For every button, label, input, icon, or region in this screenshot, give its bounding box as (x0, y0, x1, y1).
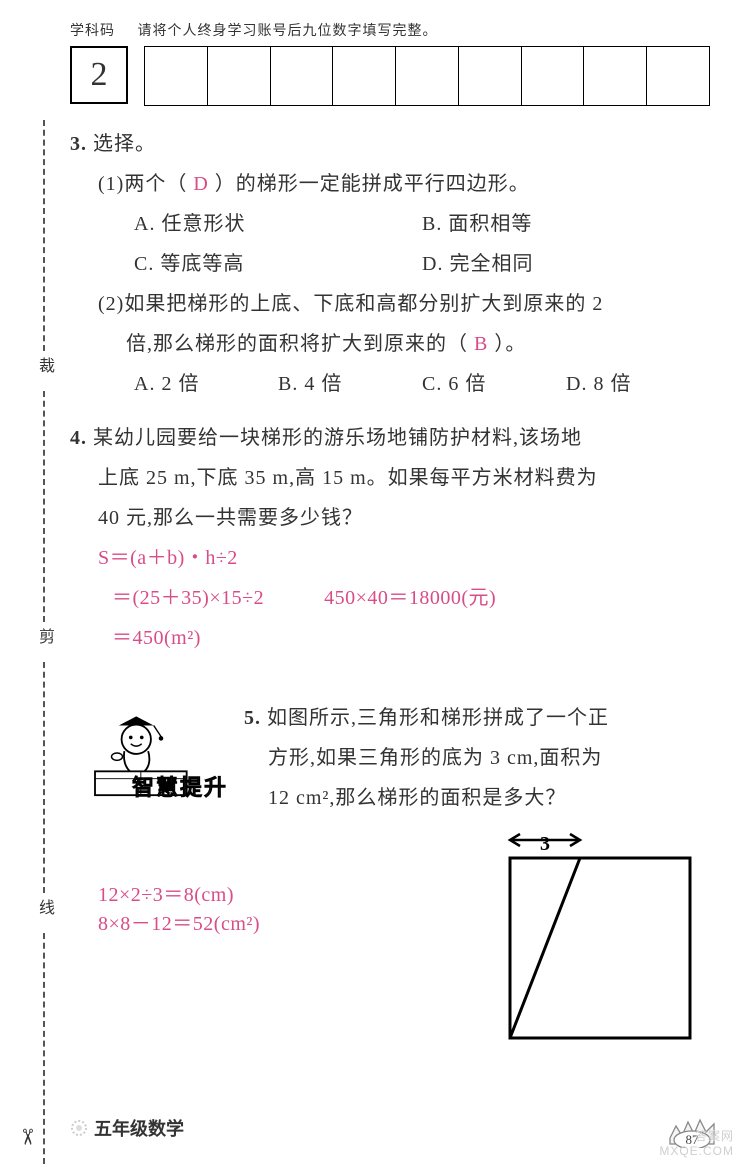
id-cell[interactable] (271, 47, 334, 105)
subject-code-label: 学科码 (70, 24, 115, 39)
q5-w1: 12×2÷3＝8(cm) (98, 878, 460, 907)
option-b: B. 面积相等 (422, 204, 710, 244)
id-cell[interactable] (333, 47, 396, 105)
subject-code-box: 2 (70, 46, 128, 104)
header-instruction: 请将个人终身学习账号后九位数字填写完整。 (138, 24, 438, 39)
footer: 五年级数学 87 (70, 1108, 720, 1148)
q3s1-suffix: ）的梯形一定能拼成平行四边形。 (215, 173, 530, 195)
option-c: C. 等底等高 (134, 244, 422, 284)
id-cell[interactable] (584, 47, 647, 105)
q4-w3: ＝450(m²) (98, 618, 710, 658)
q5-line2: 方形,如果三角形的底为 3 cm,面积为 (244, 738, 710, 778)
option-a: A. 任意形状 (134, 204, 422, 244)
question-4: 4. 某幼儿园要给一块梯形的游乐场地铺防护材料,该场地 上底 25 m,下底 3… (70, 418, 710, 658)
dot-icon (70, 1119, 88, 1137)
q5-line3: 12 cm²,那么梯形的面积是多大？ (244, 778, 710, 818)
footer-grade-text: 五年级数学 (94, 1115, 184, 1141)
q4-number: 4. (70, 427, 87, 449)
footer-grade: 五年级数学 (70, 1115, 184, 1141)
wisdom-label: 智慧提升 (132, 770, 228, 802)
id-boxes[interactable] (144, 46, 710, 106)
q3s1-prefix: (1)两个（ (98, 173, 187, 195)
id-cell[interactable] (145, 47, 208, 105)
id-cell[interactable] (459, 47, 522, 105)
id-cell[interactable] (522, 47, 585, 105)
id-cell[interactable] (647, 47, 709, 105)
q5-w2: 8×8－12＝52(cm²) (98, 907, 460, 936)
q3-title: 选择。 (93, 133, 156, 155)
fig-label-3: 3 (540, 833, 550, 855)
q5-work: 12×2÷3＝8(cm) 8×8－12＝52(cm²) (70, 828, 460, 1074)
option-d: D. 8 倍 (566, 364, 710, 404)
q4-work: S＝(a＋b)・h÷2 ＝(25＋35)×15÷2 450×40＝18000(元… (70, 538, 710, 658)
q4-line1: 某幼儿园要给一块梯形的游乐场地铺防护材料,该场地 (93, 427, 582, 449)
q3s1-answer: D (193, 173, 208, 195)
q4-line2: 上底 25 m,下底 35 m,高 15 m。如果每平方米材料费为 (70, 458, 710, 498)
q5-bottom: 12×2÷3＝8(cm) 8×8－12＝52(cm²) 3 (70, 828, 710, 1074)
q3s2-line2-suffix: ）。 (494, 333, 526, 355)
question-3: 3. 选择。 (1)两个（ D ）的梯形一定能拼成平行四边形。 A. 任意形状 … (70, 124, 710, 404)
q3-sub2: (2)如果把梯形的上底、下底和高都分别扩大到原来的 2 倍,那么梯形的面积将扩大… (70, 284, 710, 364)
q3s1-options: A. 任意形状 B. 面积相等 C. 等底等高 D. 完全相同 (70, 204, 710, 284)
q4-w1: S＝(a＋b)・h÷2 (98, 538, 710, 578)
option-d: D. 完全相同 (422, 244, 710, 284)
id-cell[interactable] (396, 47, 459, 105)
code-boxes-row: 2 (70, 46, 710, 106)
q4-line3: 40 元,那么一共需要多少钱？ (70, 498, 710, 538)
q4-w2b: 450×40＝18000(元) (324, 578, 496, 618)
q5-line1: 如图所示,三角形和梯形拼成了一个正 (267, 707, 609, 729)
header-row: 学科码 请将个人终身学习账号后九位数字填写完整。 (70, 20, 710, 40)
option-c: C. 6 倍 (422, 364, 566, 404)
q3s2-answer: B (474, 333, 488, 355)
watermark-line1: 答案网 (659, 1129, 734, 1143)
q3-sub1: (1)两个（ D ）的梯形一定能拼成平行四边形。 (70, 164, 710, 204)
option-a: A. 2 倍 (134, 364, 278, 404)
q3s2-line1: (2)如果把梯形的上底、下底和高都分别扩大到原来的 2 (98, 284, 710, 324)
trapezoid-figure: 3 (490, 828, 710, 1074)
q5-number: 5. (244, 707, 261, 729)
watermark: 答案网 MXQE.COM (659, 1129, 734, 1158)
q3-number: 3. (70, 133, 87, 155)
q5-text: 5. 如图所示,三角形和梯形拼成了一个正 方形,如果三角形的底为 3 cm,面积… (244, 698, 710, 818)
q4-w2: ＝(25＋35)×15÷2 (98, 578, 264, 618)
q3s2-line2-prefix: 倍,那么梯形的面积将扩大到原来的（ (126, 333, 468, 355)
option-b: B. 4 倍 (278, 364, 422, 404)
q3s2-options: A. 2 倍 B. 4 倍 C. 6 倍 D. 8 倍 (70, 364, 710, 404)
wisdom-icon: 智慧提升 (70, 698, 230, 814)
id-cell[interactable] (208, 47, 271, 105)
question-5-row: 智慧提升 5. 如图所示,三角形和梯形拼成了一个正 方形,如果三角形的底为 3 … (70, 698, 710, 818)
watermark-line2: MXQE.COM (659, 1144, 734, 1158)
